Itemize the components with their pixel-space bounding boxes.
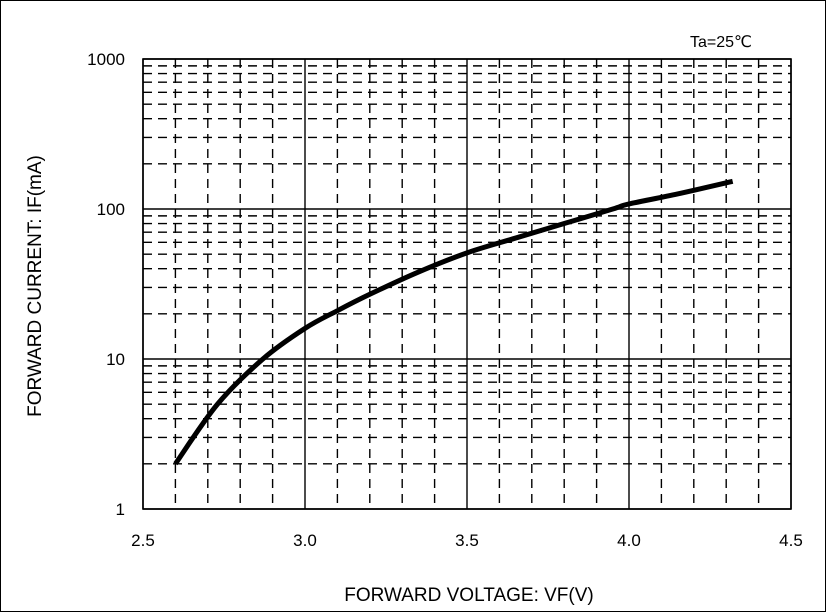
x-tick-label: 3.5 bbox=[455, 531, 479, 550]
series-layer bbox=[173, 178, 734, 466]
x-tick-label: 3.0 bbox=[293, 531, 317, 550]
plot-area-border bbox=[142, 58, 792, 510]
x-tick-label: 4.5 bbox=[779, 531, 803, 550]
x-tick-label: 4.0 bbox=[617, 531, 641, 550]
y-tick-label: 10 bbox=[106, 350, 125, 369]
x-tick-label: 2.5 bbox=[131, 531, 155, 550]
y-tick-label: 1 bbox=[116, 500, 125, 519]
y-axis-label: FORWARD CURRENT: IF(mA) bbox=[25, 155, 46, 417]
temperature-annotation: Ta=25℃ bbox=[690, 34, 752, 51]
grid-lines bbox=[142, 58, 792, 510]
y-tick-label: 1000 bbox=[87, 50, 125, 69]
series-line-if-vs-vf bbox=[173, 178, 734, 466]
x-axis-label: FORWARD VOLTAGE: VF(V) bbox=[344, 585, 593, 606]
tick-labels: 2.5 3.0 3.5 4.0 4.5 1 10 100 1000 bbox=[87, 50, 803, 550]
y-tick-label: 100 bbox=[97, 200, 125, 219]
